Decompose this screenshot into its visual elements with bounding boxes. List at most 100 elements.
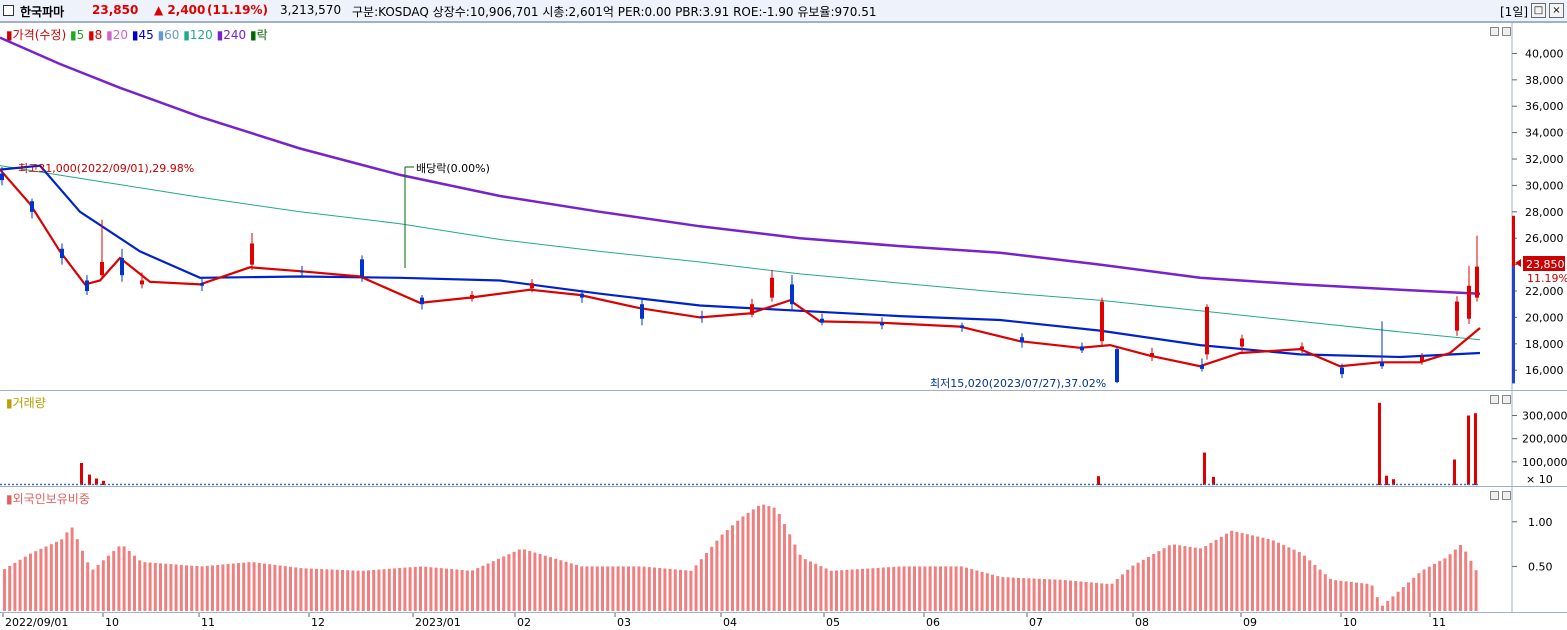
period-label[interactable]: [1일] [1500,5,1529,19]
foreign-ratio-bar [798,554,802,611]
candle-body [1100,301,1104,342]
foreign-ratio-panel[interactable]: ▮외국인보유비중 1.00 0.50 [0,486,1567,612]
foreign-ratio-bar [923,566,927,611]
legend-ma45: 45 [138,28,154,42]
legend-ma60: 60 [164,28,180,42]
select-checkbox[interactable] [3,5,14,16]
legend-ex-dividend: 락 [256,28,268,42]
foreign-ratio-bar [1230,530,1234,611]
foreign-ratio-bar [1095,582,1098,611]
foreign-ratio-bar [382,569,386,611]
foreign-ratio-bar [1282,545,1286,611]
foreign-ratio-title-text: 외국인보유비중 [12,492,90,506]
moving-average-lines [0,36,1481,368]
foreign-ratio-bar [814,563,818,611]
candle-body [790,284,794,305]
foreign-ratio-bar [1121,574,1124,611]
legend-ma240: 240 [223,28,247,42]
foreign-ratio-bar [746,512,750,611]
foreign-ratio-bar [1017,577,1020,611]
x-tick-label: 2023/01 [415,616,461,629]
foreign-ratio-bar [1167,545,1171,611]
y-tick-label: 26,000 [1525,232,1564,245]
panel-minimize-button[interactable] [1490,491,1499,500]
candle-body [100,261,104,276]
candle-body [580,293,584,298]
maximize-button[interactable]: □ [1531,3,1546,18]
foreign-ratio-bar [351,570,355,611]
foreign-ratio-bar [1225,533,1228,611]
candle-body [1380,362,1384,367]
volume-bar [88,474,91,485]
volume-bar [95,478,98,485]
foreign-ratio-bar [1287,547,1291,611]
panel-close-button[interactable] [1502,395,1511,404]
foreign-ratio-bar [1417,573,1421,611]
foreign-ratio-bar [1266,538,1270,611]
foreign-ratio-bar [1022,578,1026,611]
foreign-ratio-chart: 1.00 0.50 [3,487,1553,612]
foreign-ratio-bar [767,506,771,611]
foreign-ratio-bar [533,552,537,611]
current-price-label: 23,850 [1526,258,1565,271]
foreign-ratio-bar [299,568,303,611]
foreign-ratio-bar [736,520,740,611]
foreign-ratio-bar [871,568,875,611]
price-panel[interactable]: ▮가격(수정) ▮5 ▮8 ▮20 ▮45 ▮60 ▮120 ▮240 ▮락 4… [0,22,1567,390]
candle-body [1020,337,1024,343]
foreign-ratio-bar [1448,554,1452,611]
close-button[interactable]: × [1549,3,1564,18]
foreign-ratio-bar [1001,577,1005,611]
foreign-ratio-bar [944,566,948,611]
foreign-ratio-bar [44,546,48,611]
candle-body [1467,285,1471,319]
foreign-ratio-bar [564,561,568,611]
foreign-ratio-bar [117,546,121,611]
panel-close-button[interactable] [1502,27,1511,36]
volume-panel[interactable]: ▮거래량 300,000 200,000 100,000 × 10 [0,390,1567,486]
foreign-ratio-bar [289,566,292,611]
foreign-ratio-bar [1313,564,1317,611]
foreign-ratio-bar [741,516,745,611]
foreign-ratio-bar [341,569,344,611]
panel-minimize-button[interactable] [1490,395,1499,404]
foreign-ratio-bar [8,565,12,611]
legend-marker-icon: ▮ [6,28,13,42]
foreign-ratio-bar [1401,587,1405,611]
candle-body [880,322,884,326]
foreign-ratio-bar [1396,591,1400,611]
stock-name[interactable]: 한국파마 [20,5,65,19]
foreign-ratio-bar [715,540,719,611]
candle-body [1205,306,1209,355]
foreign-ratio-bar [1183,546,1187,611]
foreign-ratio-bar [1173,544,1176,611]
foreign-ratio-bar [793,544,797,611]
foreign-ratio-bar [434,567,438,611]
legend-price: 가격(수정) [12,28,67,42]
foreign-ratio-bar [486,563,490,611]
volume-bar [1474,413,1477,485]
foreign-ratio-bar [1292,549,1296,611]
foreign-ratio-bar [829,570,833,611]
foreign-ratio-bar [975,570,979,611]
foreign-ratio-bar [346,570,350,611]
current-price: 23,850 [92,3,139,17]
foreign-ratio-bar [850,569,854,611]
foreign-ratio-bar [621,566,625,611]
foreign-ratio-bar [335,569,339,611]
foreign-ratio-bar [575,564,578,611]
foreign-ratio-bar [1058,579,1062,611]
legend-marker-icon: ▮ [249,28,257,42]
candle-body [640,304,644,319]
volume-bar [80,463,83,485]
foreign-ratio-bar [725,529,729,611]
foreign-ratio-bar [75,539,79,611]
foreign-ratio-bar [1240,533,1244,611]
panel-minimize-button[interactable] [1490,27,1499,36]
panel-close-button[interactable] [1502,491,1511,500]
volume-bar [1467,415,1470,485]
foreign-ratio-bar [673,569,677,611]
volume-bars [0,402,1478,486]
y-tick-label: 20,000 [1525,311,1564,324]
foreign-ratio-bar [647,567,651,611]
